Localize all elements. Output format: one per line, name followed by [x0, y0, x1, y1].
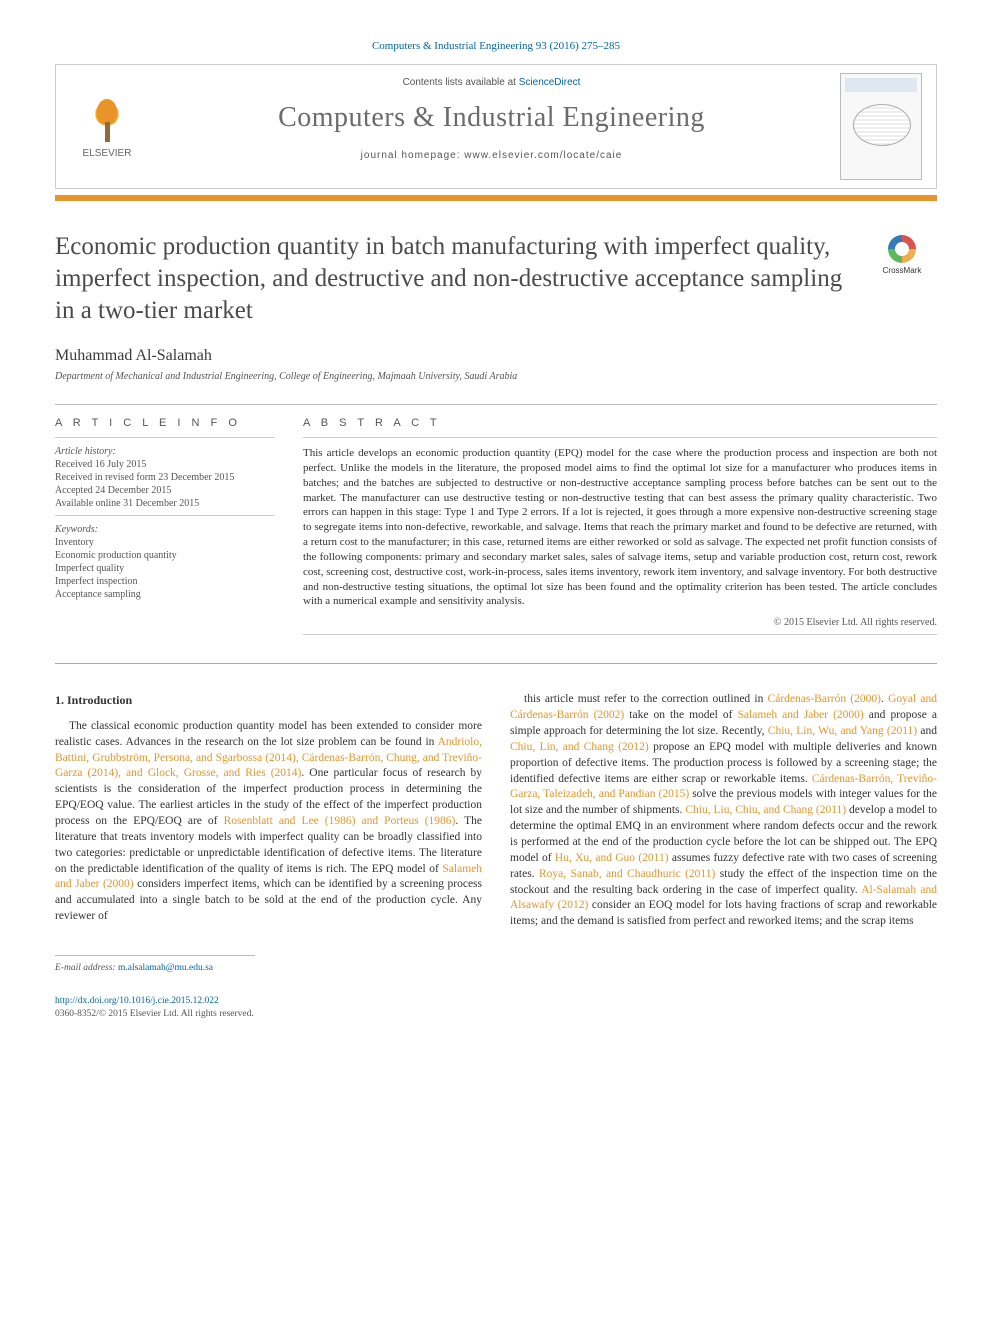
doi-text: http://dx.doi.org/10.1016/j.cie.2015.12.…	[55, 996, 219, 1006]
crossmark-label: CrossMark	[883, 266, 922, 275]
doi-link[interactable]: http://dx.doi.org/10.1016/j.cie.2015.12.…	[55, 995, 482, 1008]
body-columns: 1. Introduction The classical economic p…	[55, 692, 937, 1021]
email-label: E-mail address:	[55, 963, 118, 973]
homepage-prefix: journal homepage:	[361, 150, 465, 161]
history-received: Received 16 July 2015	[55, 459, 275, 470]
history-online: Available online 31 December 2015	[55, 498, 275, 509]
rule	[55, 404, 937, 405]
sciencedirect-link[interactable]: ScienceDirect	[519, 77, 581, 88]
body-column-left: 1. Introduction The classical economic p…	[55, 692, 482, 1021]
crossmark-badge[interactable]: CrossMark	[867, 235, 937, 275]
rule	[55, 515, 275, 516]
running-head-citation: Computers & Industrial Engineering 93 (2…	[55, 40, 937, 52]
author-email-link[interactable]: m.alsalamah@mu.edu.sa	[118, 963, 213, 973]
intro-paragraph-right: this article must refer to the correctio…	[510, 692, 937, 930]
author-name: Muhammad Al-Salamah	[55, 347, 937, 365]
info-abstract-row: A R T I C L E I N F O Article history: R…	[55, 417, 937, 643]
author-affiliation: Department of Mechanical and Industrial …	[55, 371, 937, 382]
journal-cover-cell	[825, 65, 936, 188]
article-title: Economic production quantity in batch ma…	[55, 231, 847, 327]
keyword: Imperfect quality	[55, 563, 275, 574]
page: Computers & Industrial Engineering 93 (2…	[0, 0, 992, 1061]
rule	[303, 634, 937, 635]
article-info: A R T I C L E I N F O Article history: R…	[55, 417, 275, 643]
contents-available-line: Contents lists available at ScienceDirec…	[168, 77, 815, 88]
email-footnote: E-mail address: m.alsalamah@mu.edu.sa	[55, 962, 482, 975]
abstract-text: This article develops an economic produc…	[303, 446, 937, 609]
title-row: Economic production quantity in batch ma…	[55, 231, 937, 347]
history-label: Article history:	[55, 446, 275, 457]
intro-paragraph-left: The classical economic production quanti…	[55, 719, 482, 925]
keyword: Economic production quantity	[55, 550, 275, 561]
history-revised: Received in revised form 23 December 201…	[55, 472, 275, 483]
body-column-right: this article must refer to the correctio…	[510, 692, 937, 1021]
keyword: Inventory	[55, 537, 275, 548]
homepage-url: www.elsevier.com/locate/caie	[464, 150, 622, 161]
rule	[55, 437, 275, 438]
elsevier-tree-icon	[82, 94, 132, 144]
journal-title-block: Contents lists available at ScienceDirec…	[158, 65, 825, 188]
keyword: Acceptance sampling	[55, 589, 275, 600]
abstract-copyright: © 2015 Elsevier Ltd. All rights reserved…	[303, 617, 937, 628]
journal-cover-thumbnail	[840, 73, 922, 180]
footnote-rule	[55, 955, 255, 956]
article-info-heading: A R T I C L E I N F O	[55, 417, 275, 429]
rule	[303, 437, 937, 438]
abstract: A B S T R A C T This article develops an…	[303, 417, 937, 643]
abstract-heading: A B S T R A C T	[303, 417, 937, 429]
publisher-logo-cell: ELSEVIER	[56, 65, 158, 188]
keyword: Imperfect inspection	[55, 576, 275, 587]
journal-header: ELSEVIER Contents lists available at Sci…	[55, 64, 937, 189]
keywords-label: Keywords:	[55, 524, 275, 535]
journal-homepage-line: journal homepage: www.elsevier.com/locat…	[168, 150, 815, 161]
publisher-name: ELSEVIER	[83, 148, 132, 159]
section-heading: 1. Introduction	[55, 692, 482, 709]
rule	[55, 663, 937, 664]
history-accepted: Accepted 24 December 2015	[55, 485, 275, 496]
accent-bar	[55, 195, 937, 201]
crossmark-icon	[888, 235, 916, 263]
journal-name: Computers & Industrial Engineering	[168, 102, 815, 134]
issn-copyright: 0360-8352/© 2015 Elsevier Ltd. All right…	[55, 1008, 482, 1021]
contents-prefix: Contents lists available at	[403, 77, 519, 88]
